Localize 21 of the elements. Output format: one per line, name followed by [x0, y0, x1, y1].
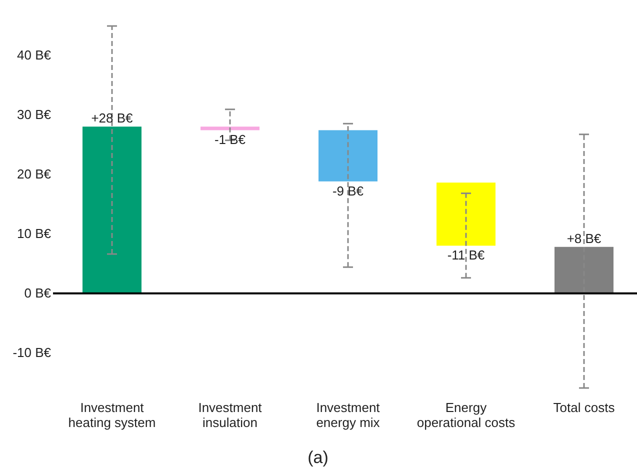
x-tick-label: Investment heating system [68, 400, 156, 430]
data-label: +28 B€ [91, 110, 134, 126]
data-label: -1 B€ [214, 132, 246, 148]
data-label: -9 B€ [332, 183, 364, 198]
text: (a) [308, 448, 328, 467]
data-label: -11 B€ [447, 248, 486, 263]
y-tick-label: 20 B€ [17, 166, 52, 182]
x-tick-label: Total costs [553, 400, 616, 415]
x-tick-label: Energy operational costs [416, 400, 516, 430]
x-tick-label: Investment energy mix [316, 400, 380, 430]
y-tick-label: -10 B€ [12, 345, 52, 360]
y-tick-label: 40 B€ [17, 47, 52, 62]
bar [82, 126, 142, 294]
y-tick-label: 30 B€ [17, 106, 52, 122]
bar [200, 126, 260, 130]
bar [318, 130, 378, 182]
y-tick-label: 10 B€ [17, 226, 52, 241]
data-label: +8 B€ [566, 230, 602, 246]
x-tick-label: Investment insulation [198, 400, 262, 430]
bar [436, 182, 496, 246]
y-tick-label: 0 B€ [24, 285, 52, 300]
